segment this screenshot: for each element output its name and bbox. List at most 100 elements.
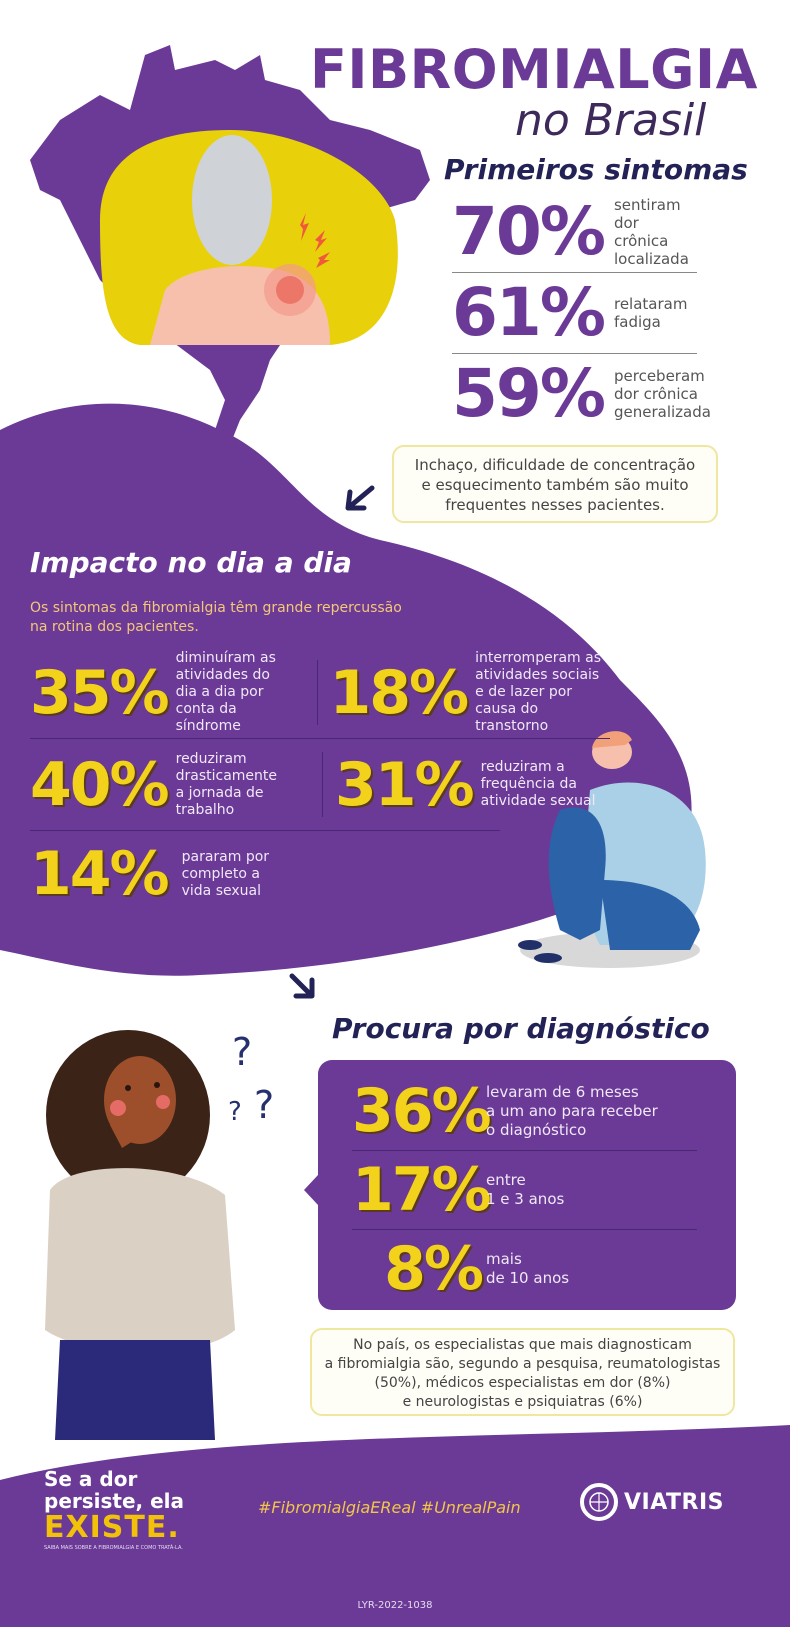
svg-text:?: ? (254, 1083, 274, 1127)
stat-row: 61% relataram fadiga (452, 279, 697, 347)
svg-text:?: ? (228, 1097, 242, 1127)
divider (30, 738, 610, 739)
stat-value: 8% (384, 1234, 484, 1304)
arrow-down-right-icon (289, 973, 315, 999)
stat-row: 35% diminuíram as atividades do dia a di… (30, 650, 305, 734)
callout-line: Inchaço, dificuldade de concentração (414, 456, 696, 474)
stat-desc-line: generalizada (613, 403, 711, 421)
stat-desc-line: dia a dia por (175, 684, 264, 700)
stat-value: 59% (452, 355, 606, 432)
stat-desc-line: dor crônica (613, 214, 669, 250)
stat-desc-line: atividades sociais (475, 667, 600, 683)
callout-line: No país, os especialistas que mais diagn… (353, 1337, 692, 1353)
campaign-line: EXISTE. (44, 1510, 180, 1545)
diagnosis-panel (318, 1060, 736, 1310)
stat-desc-line: dor crônica (613, 385, 698, 403)
divider (316, 660, 318, 725)
stat-desc-line: e de lazer por (475, 684, 573, 700)
callout-line: (50%), médicos especialistas em dor (8%) (374, 1375, 671, 1391)
divider (352, 1229, 697, 1230)
stat-desc-line: fadiga (613, 313, 661, 331)
brand-logo: VIATRIS (580, 1483, 724, 1521)
stat-value: 18% (329, 657, 470, 728)
stat-row: 70% sentiram dor crônica localizada (452, 193, 697, 270)
stat-value: 61% (452, 274, 606, 351)
callout-line: e neurologistas e psiquiatras (6%) (402, 1394, 643, 1410)
stat-desc-line: atividade sexual (480, 793, 596, 809)
campaign-line: Se a dor (44, 1467, 138, 1491)
section-title-diagnosis: Procura por diagnóstico (332, 1012, 710, 1045)
campaign-line: persiste, ela (44, 1489, 185, 1513)
stat-value: 31% (335, 749, 475, 820)
campaign-logo: Se a dor persiste, ela EXISTE. SAIBA MAI… (44, 1468, 194, 1552)
stat-row: 8% mais de 10 anos (352, 1236, 697, 1302)
divider (452, 353, 697, 354)
symptoms-callout: Inchaço, dificuldade de concentração e e… (392, 445, 718, 523)
sad-woman-legs (548, 807, 606, 940)
impact-background (0, 403, 692, 976)
stat-desc-line: interromperam as (475, 650, 601, 666)
impact-stats: 35% diminuíram as atividades do dia a di… (30, 650, 610, 909)
stat-desc-line: 1 e 3 anos (486, 1190, 565, 1208)
stat-desc-line: o diagnóstico (486, 1120, 587, 1139)
stat-row: 14% pararam por completo a vida sexual (30, 839, 610, 909)
stat-desc-line: mais (486, 1250, 522, 1268)
document-code: LYR-2022-1038 (357, 1600, 433, 1611)
stat-desc-line: perceberam (613, 367, 705, 385)
thinking-woman-skirt (55, 1340, 215, 1440)
stat-desc-line: conta da síndrome (175, 701, 241, 734)
thinking-woman-top (45, 1168, 235, 1353)
stat-desc-line: reduziram (175, 750, 247, 767)
stat-row: 36% levaram de 6 meses a um ano para rec… (352, 1078, 697, 1144)
stat-row: 59% perceberam dor crônica generalizada (452, 355, 711, 432)
footer-background (0, 1425, 790, 1627)
stat-desc-line: causa do transtorno (475, 701, 549, 734)
stat-row: 18% interromperam as atividades sociais … (329, 650, 610, 734)
woman-hair (192, 135, 272, 265)
brand-name: VIATRIS (624, 1489, 725, 1515)
arrow-down-left-icon (345, 485, 375, 511)
globe-icon (580, 1483, 618, 1521)
stat-desc-line: de 10 anos (486, 1269, 570, 1287)
stat-desc-line: trabalho (175, 801, 235, 818)
stat-value: 70% (452, 193, 606, 270)
stat-desc-line: drasticamente (175, 767, 278, 784)
intro-line: Os sintomas da fibromialgia têm grande r… (30, 600, 402, 616)
stat-desc-line: sentiram (613, 196, 681, 214)
first-symptoms-stats: 70% sentiram dor crônica localizada 61% … (452, 193, 711, 432)
page-title: FIBROMIALGIA (310, 38, 758, 101)
campaign-tagline: SAIBA MAIS SOBRE A FIBROMIALGIA E COMO T… (44, 1545, 183, 1551)
pain-bolt-icon (300, 213, 309, 241)
divider (30, 830, 500, 831)
page-subtitle: no Brasil (515, 95, 707, 146)
stat-desc-line: levaram de 6 meses (486, 1082, 639, 1101)
stat-desc-line: a um ano para receber (486, 1101, 658, 1120)
section-title-impact: Impacto no dia a dia (30, 546, 352, 579)
callout-line: e esquecimento também são muito (421, 476, 689, 494)
stat-desc-line: localizada (613, 250, 689, 268)
callout-line: a fibromialgia são, segundo a pesquisa, … (324, 1356, 721, 1372)
question-mark-icon: ? (232, 1030, 252, 1074)
stat-row: 31% reduziram a frequência da atividade … (335, 747, 595, 822)
stat-desc-line: relataram (613, 295, 688, 313)
stat-desc-line: frequência da (480, 776, 577, 792)
stat-row: 40% reduziram drasticamente a jornada de… (30, 747, 310, 822)
stat-value: 35% (30, 657, 170, 728)
stat-value: 17% (352, 1155, 492, 1225)
stat-value: 40% (30, 749, 170, 820)
stat-row: 17% entre 1 e 3 anos (352, 1157, 697, 1223)
stat-value: 36% (352, 1076, 492, 1146)
stat-desc-line: reduziram a (480, 759, 565, 775)
impact-intro: Os sintomas da fibromialgia têm grande r… (30, 599, 402, 637)
stat-desc-line: diminuíram as (175, 650, 276, 666)
stat-desc-line: a jornada de (175, 784, 264, 801)
stat-desc-line: pararam por (181, 848, 270, 865)
stat-desc-line: completo a (181, 865, 260, 882)
stat-desc-line: vida sexual (181, 882, 262, 899)
stat-desc-line: atividades do (175, 667, 270, 683)
diagnosis-stats: 36% levaram de 6 meses a um ano para rec… (352, 1078, 697, 1302)
stat-desc-line: entre (486, 1171, 526, 1189)
stat-value: 14% (30, 839, 170, 909)
hashtags: #FibromialgiaEReal #UnrealPain (258, 1498, 521, 1517)
